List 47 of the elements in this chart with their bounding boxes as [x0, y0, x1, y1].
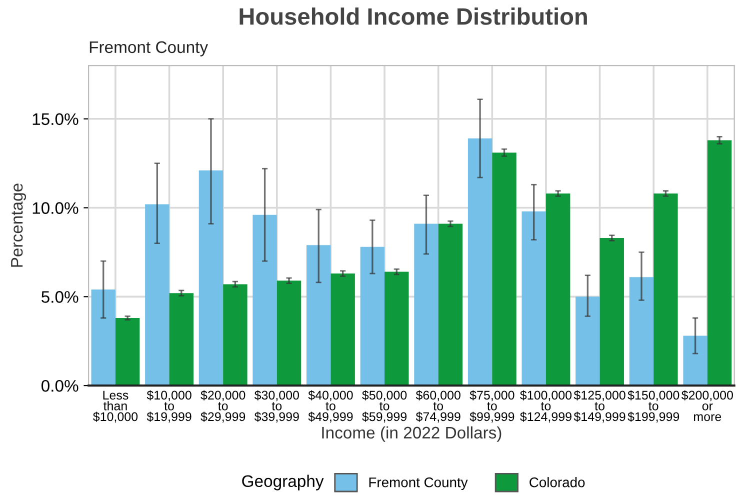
x-tick-label: $20,000 to $29,999 [200, 390, 246, 423]
bar [198, 170, 224, 386]
x-tick-label: $60,000 to $74,999 [416, 390, 460, 423]
x-tick-label: $150,000 to $199,999 [628, 390, 680, 423]
bar [223, 284, 248, 386]
bar [276, 280, 302, 386]
y-axis-title: Percentage [11, 184, 26, 267]
x-tick-label: $30,000 to $39,999 [254, 390, 300, 423]
bar [468, 138, 492, 386]
legend-label: Colorado [530, 477, 585, 488]
x-tick-label: Less than $10,000 [93, 390, 138, 423]
bar [384, 272, 409, 386]
bar [600, 238, 624, 386]
x-tick-label: $40,000 to $49,999 [308, 390, 353, 423]
bar [414, 224, 438, 386]
bar [360, 246, 385, 386]
x-tick-label: $50,000 to $59,999 [362, 390, 407, 423]
x-tick-label: $75,000 to $99,999 [470, 390, 514, 423]
bar [522, 211, 546, 386]
bar [252, 214, 277, 386]
legend-label: Fremont County [369, 477, 468, 490]
bar [492, 152, 516, 386]
bar [438, 224, 463, 386]
bar [576, 296, 600, 386]
bar [115, 318, 140, 386]
x-tick-label: $200,000 or more [681, 390, 733, 422]
bar [629, 277, 654, 386]
x-tick-label: $125,000 to $149,999 [574, 390, 626, 423]
x-axis-title: Income (in 2022 Dollars) [322, 426, 502, 442]
chart-title: Household Income Distribution [240, 8, 587, 25]
bar [145, 204, 170, 386]
bar [683, 336, 708, 386]
chart-subtitle: Fremont County [90, 41, 208, 56]
y-tick-label: 10.0% [32, 202, 78, 214]
bar [707, 140, 732, 386]
legend-title: Geography [242, 474, 324, 490]
bar [306, 245, 331, 386]
x-tick-label: $10,000 to $19,999 [146, 390, 192, 423]
y-tick-label: 0.0% [42, 380, 78, 392]
y-tick-label: 15.0% [32, 113, 78, 126]
bar [169, 293, 194, 386]
x-tick-label: $100,000 to $124,999 [520, 390, 572, 423]
bar [91, 290, 116, 386]
bar [546, 194, 570, 386]
y-tick-label: 5.0% [42, 291, 78, 303]
bar [654, 194, 678, 386]
bar [330, 274, 355, 386]
